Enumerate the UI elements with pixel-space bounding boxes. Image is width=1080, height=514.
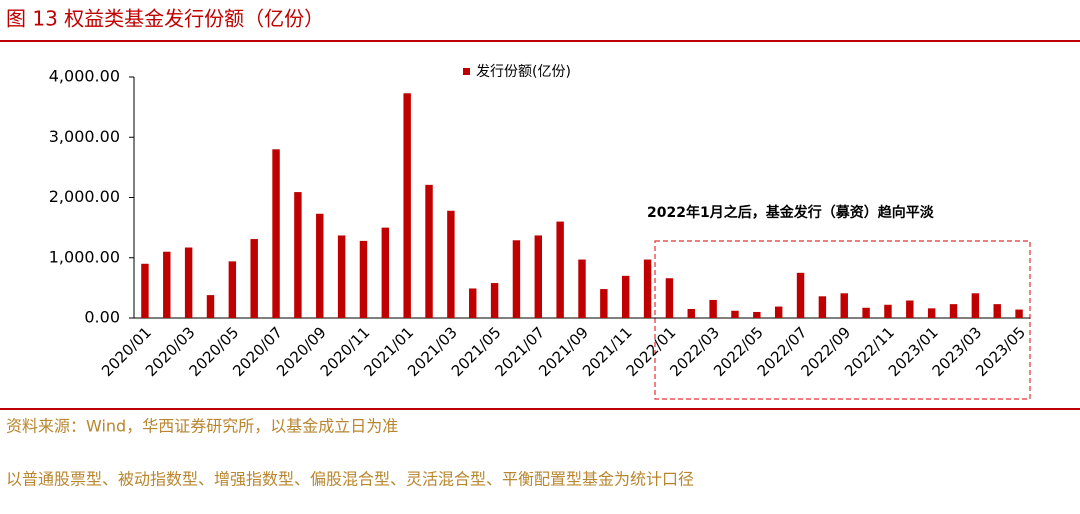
bar (971, 293, 980, 318)
bar (490, 283, 499, 318)
bar (469, 288, 477, 318)
bar (643, 259, 652, 318)
bar (163, 251, 171, 318)
bar (906, 300, 914, 318)
source: 资料来源：Wind，华西证券研究所，以基金成立日为准 (6, 417, 398, 436)
bar (774, 306, 783, 318)
bar (556, 221, 564, 318)
bar (447, 210, 455, 318)
y-tick-label: 1,000.00 (49, 247, 120, 266)
bar (294, 192, 302, 318)
bar (840, 293, 848, 318)
bar (731, 310, 739, 318)
bar (512, 240, 521, 318)
note: 以普通股票型、被动指数型、增强指数型、偏股混合型、灵活混合型、平衡配置型基金为统… (6, 470, 694, 489)
chart-title: 图 13 权益类基金发行份额（亿份） (6, 7, 324, 31)
legend-label: 发行份额(亿份) (476, 64, 571, 80)
bar (621, 275, 630, 318)
bar (818, 296, 827, 318)
bar (250, 239, 258, 318)
annotation: 2022年1月之后，基金发行（募资）趋向平淡 (647, 204, 935, 221)
y-tick-label: 2,000.00 (49, 187, 120, 206)
bar (884, 304, 892, 318)
bar (272, 149, 280, 318)
y-tick-label: 4,000.00 (49, 67, 120, 86)
bar (534, 235, 543, 318)
bar (184, 247, 193, 318)
bar (228, 261, 237, 318)
bar (359, 240, 368, 318)
bar (316, 213, 324, 318)
bar (949, 304, 958, 318)
legend-swatch (463, 68, 470, 75)
bar (687, 308, 695, 318)
bar (578, 259, 586, 318)
annotation-box (654, 240, 1031, 400)
bar (1015, 309, 1023, 318)
bar (206, 295, 215, 318)
bar (862, 307, 870, 318)
bar (796, 272, 805, 318)
bar (337, 235, 346, 318)
bar (381, 227, 390, 318)
bar (709, 299, 717, 318)
bar (927, 308, 936, 318)
y-tick-label: 3,000.00 (49, 127, 120, 146)
bar (425, 184, 433, 318)
y-tick-label: 0.00 (84, 308, 120, 327)
bar (141, 263, 149, 318)
bar (600, 289, 608, 318)
bar (403, 93, 411, 318)
bar (753, 311, 761, 318)
bar (665, 278, 674, 318)
bar (993, 304, 1001, 318)
